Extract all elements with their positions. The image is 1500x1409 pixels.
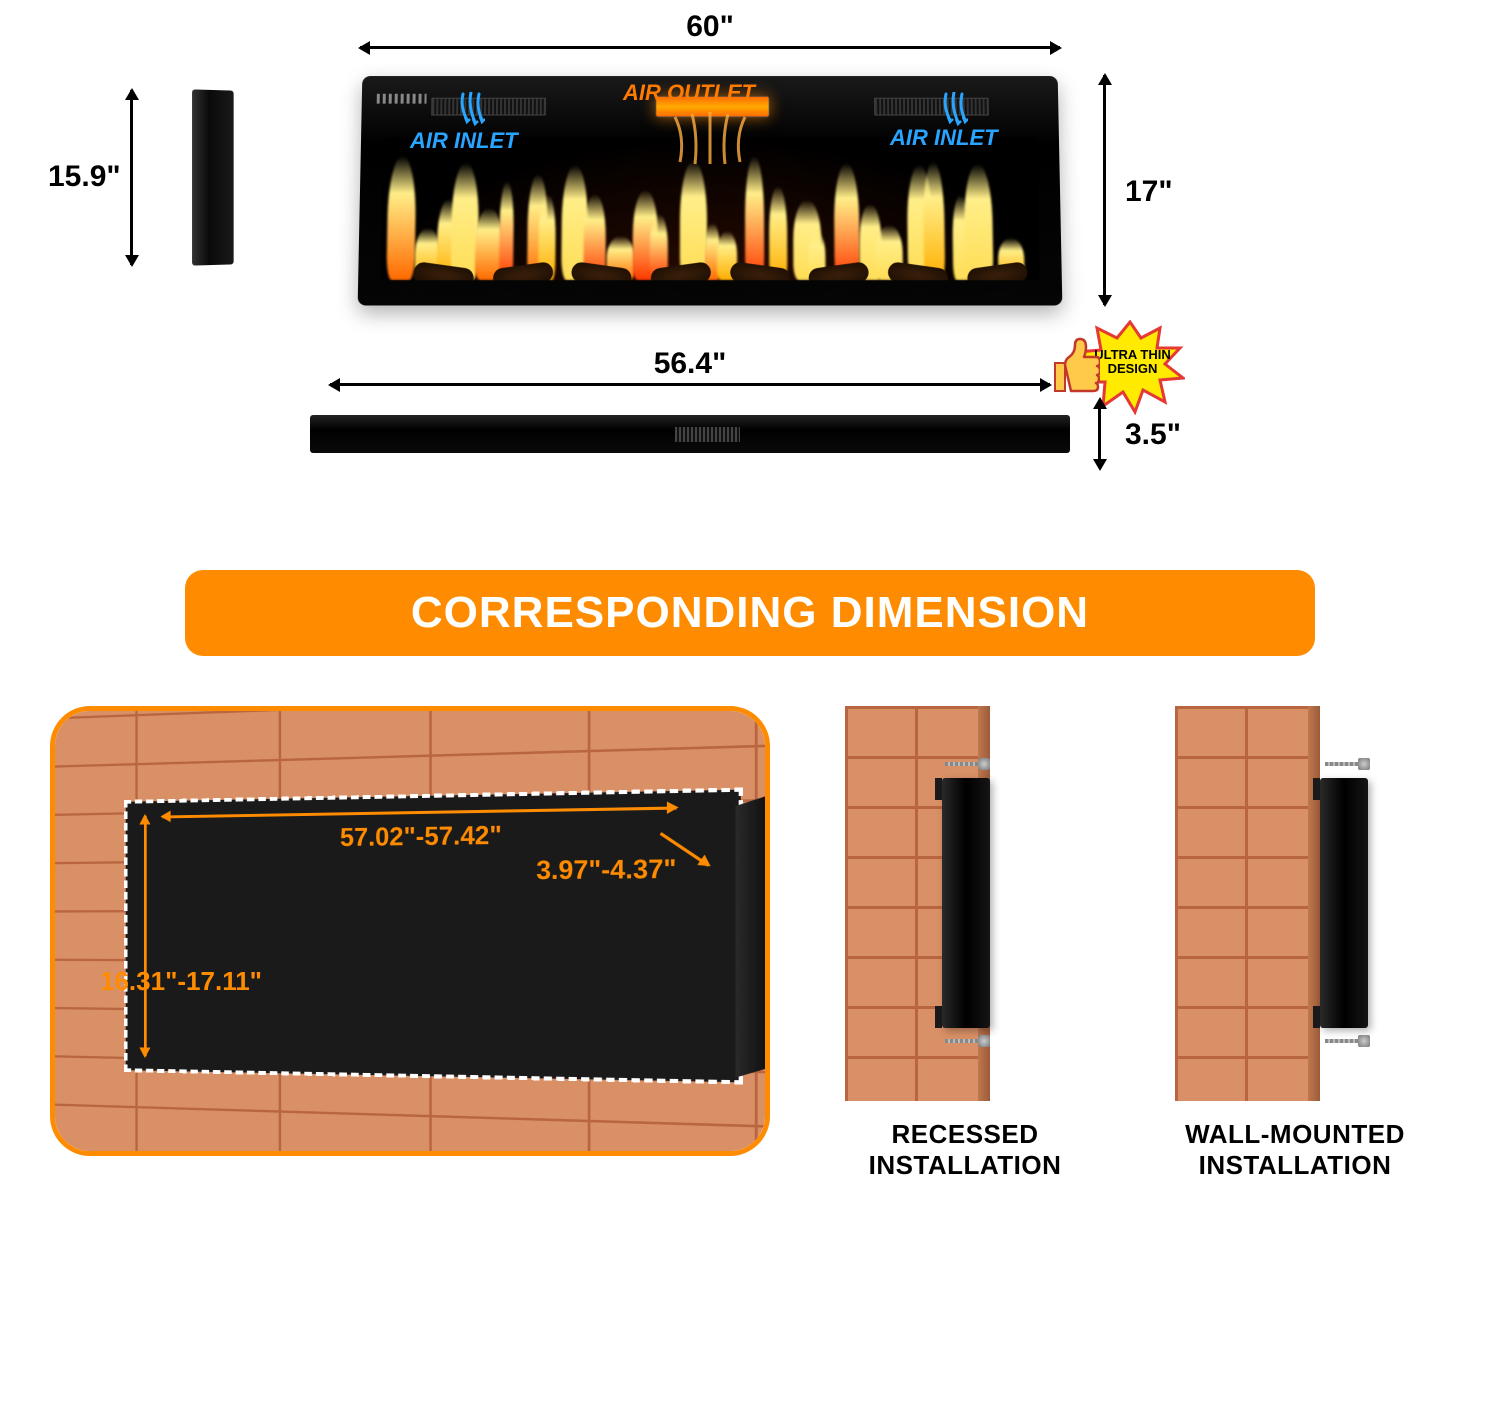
recessed-panel-icon (942, 778, 990, 1028)
recessed-install-column: RECESSEDINSTALLATION (825, 706, 1105, 1181)
overall-height-label: 17" (1125, 175, 1173, 209)
screw-icon (1325, 1038, 1370, 1044)
screw-icon (945, 761, 990, 767)
wall-mounted-panel-icon (1320, 778, 1368, 1028)
air-inlet-left-label: AIR INLET (410, 128, 518, 154)
air-outlet-label: AIR OUTLET (623, 80, 755, 106)
badge-line2: DESIGN (1108, 361, 1158, 376)
cutout-width-label: 57.02"-57.42" (340, 820, 502, 853)
wall-label-1: WALL-MOUNTED (1185, 1119, 1405, 1149)
top-dimension-section: 15.9" 60" AIR INLET AIR OUTLET AIR INLET (20, 20, 1480, 500)
installation-section: 57.02"-57.42" 3.97"-4.37" 16.31"-17.11" (20, 706, 1480, 1181)
recessed-label-1: RECESSED (891, 1119, 1038, 1149)
fireplace-top-view (310, 415, 1070, 453)
overall-width-label: 60" (678, 10, 742, 44)
air-arrow-icon (455, 92, 485, 127)
cutout-opening: 57.02"-57.42" 3.97"-4.37" (126, 790, 741, 1083)
section-banner: CORRESPONDING DIMENSION (185, 570, 1315, 656)
badge-line1: ULTRA THIN (1094, 347, 1171, 362)
air-inlet-right-label: AIR INLET (890, 125, 998, 151)
air-arrow-icon (938, 92, 968, 127)
screw-icon (945, 1038, 990, 1044)
wall-cutout-diagram: 57.02"-57.42" 3.97"-4.37" 16.31"-17.11" (50, 706, 770, 1156)
recessed-label-2: INSTALLATION (869, 1150, 1062, 1180)
side-height-label: 15.9" (48, 160, 121, 194)
cutout-height-label: 16.31"-17.11" (100, 966, 262, 997)
screw-icon (1325, 761, 1370, 767)
heat-glow-icon (670, 112, 750, 167)
front-width-label: 56.4" (646, 347, 735, 381)
cutout-depth-label: 3.97"-4.37" (536, 853, 676, 886)
wall-label-2: INSTALLATION (1199, 1150, 1392, 1180)
thickness-label: 3.5" (1125, 418, 1181, 452)
side-panel-view (192, 89, 234, 265)
thumbs-up-icon (1045, 335, 1100, 395)
wall-mounted-install-column: WALL-MOUNTEDINSTALLATION (1155, 706, 1435, 1181)
ultra-thin-badge: ULTRA THINDESIGN (1045, 310, 1185, 420)
